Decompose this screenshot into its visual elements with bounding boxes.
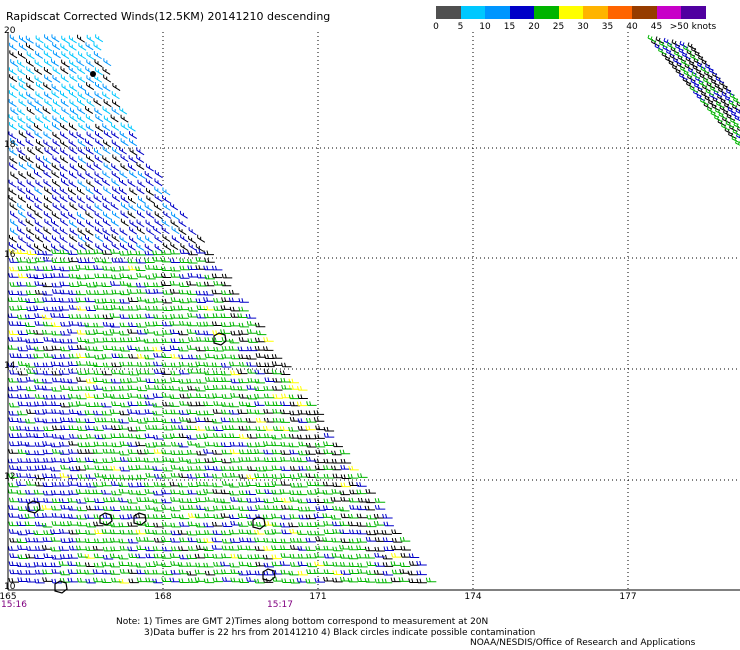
legend-swatch xyxy=(632,6,657,19)
lon-label: 168 xyxy=(154,592,172,602)
lat-label: 12 xyxy=(4,472,16,482)
lat-label: 10 xyxy=(4,582,16,592)
legend-swatch xyxy=(558,6,583,19)
time-label: 15:17 xyxy=(267,600,293,610)
notes: Note: 1) Times are GMT 2)Times along bot… xyxy=(116,617,535,639)
legend-swatch xyxy=(583,6,608,19)
contamination-circles xyxy=(27,71,276,594)
legend-label: >50 knots xyxy=(669,22,717,32)
legend-swatch xyxy=(607,6,632,19)
lon-label: 165 xyxy=(0,592,17,602)
legend-label: 40 xyxy=(626,22,638,32)
legend-swatch xyxy=(509,6,534,19)
legend-label: 30 xyxy=(577,22,589,32)
legend-swatch xyxy=(460,6,485,19)
lat-label: 14 xyxy=(4,361,16,371)
map-title: Rapidscat Corrected Winds(12.5KM) 201412… xyxy=(6,10,331,23)
lon-label: 174 xyxy=(464,592,482,602)
legend-swatch xyxy=(436,6,461,19)
legend-label: 35 xyxy=(601,22,614,32)
legend-label: 25 xyxy=(552,22,565,32)
lon-label: 171 xyxy=(309,592,327,602)
lon-label: 177 xyxy=(619,592,637,602)
lat-label: 20 xyxy=(4,26,16,36)
time-label: 15:16 xyxy=(1,600,27,610)
legend-label: 20 xyxy=(528,22,540,32)
lat-lon-grid xyxy=(8,32,740,590)
lat-label: 18 xyxy=(4,140,16,150)
legend-swatch xyxy=(656,6,681,19)
legend-label: 5 xyxy=(457,22,464,32)
wind-barbs xyxy=(7,34,740,584)
legend-label: 0 xyxy=(433,22,439,32)
legend-swatch xyxy=(681,6,706,19)
legend-label: 15 xyxy=(503,22,516,32)
map-frame xyxy=(7,32,740,591)
legend-swatch xyxy=(485,6,510,19)
legend-label: 45 xyxy=(650,22,663,32)
legend-swatch xyxy=(534,6,559,19)
lat-label: 16 xyxy=(4,250,16,260)
note-line-1: Note: 1) Times are GMT 2)Times along bot… xyxy=(116,617,489,627)
note-line-2: 3)Data buffer is 22 hrs from 20141210 4)… xyxy=(144,628,536,638)
legend-label: 10 xyxy=(479,22,491,32)
credit: NOAA/NESDIS/Office of Research and Appli… xyxy=(470,638,696,648)
